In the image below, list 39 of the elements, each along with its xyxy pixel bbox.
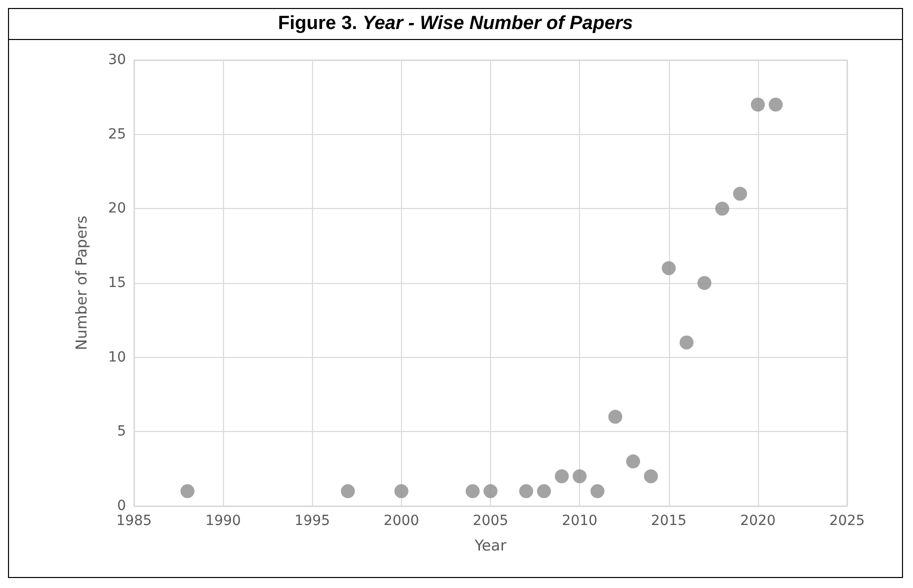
- point: [466, 484, 480, 498]
- point: [519, 484, 534, 498]
- x-tick-label: 1995: [294, 513, 330, 529]
- x-tick-label: 2010: [562, 513, 598, 529]
- point: [680, 335, 694, 350]
- y-tick-label: 10: [108, 349, 126, 366]
- point: [590, 484, 604, 498]
- x-tick-label: 2015: [650, 513, 687, 529]
- chart-title: Figure 3. Year - Wise Number of Papers: [278, 13, 633, 34]
- y-tick-label: 20: [108, 200, 126, 217]
- y-tick-label: 0: [117, 498, 126, 514]
- point: [697, 276, 712, 290]
- point: [554, 469, 569, 484]
- x-axis-title: Year: [474, 536, 508, 554]
- point: [644, 469, 658, 484]
- point: [340, 484, 355, 498]
- point: [536, 484, 551, 498]
- point: [715, 202, 730, 216]
- x-tick-label: 2020: [740, 513, 776, 529]
- y-axis-title: Number of Papers: [72, 216, 90, 350]
- point: [750, 98, 765, 112]
- point: [484, 484, 498, 498]
- point: [733, 186, 748, 201]
- y-tick-label: 15: [108, 275, 126, 291]
- point: [394, 484, 408, 498]
- point: [662, 261, 676, 276]
- x-tick-label: 2025: [829, 513, 865, 529]
- point: [180, 484, 194, 498]
- x-tick-label: 2000: [384, 513, 420, 529]
- x-tick-label: 1985: [116, 513, 152, 529]
- y-tick-label: 30: [108, 52, 126, 68]
- y-tick-label: 25: [108, 126, 126, 142]
- x-tick-label: 2005: [472, 513, 508, 529]
- point: [626, 454, 640, 468]
- y-tick-label: 5: [117, 424, 126, 440]
- point: [608, 410, 622, 424]
- point: [572, 469, 587, 484]
- point: [768, 98, 783, 112]
- x-tick-label: 1990: [205, 513, 241, 529]
